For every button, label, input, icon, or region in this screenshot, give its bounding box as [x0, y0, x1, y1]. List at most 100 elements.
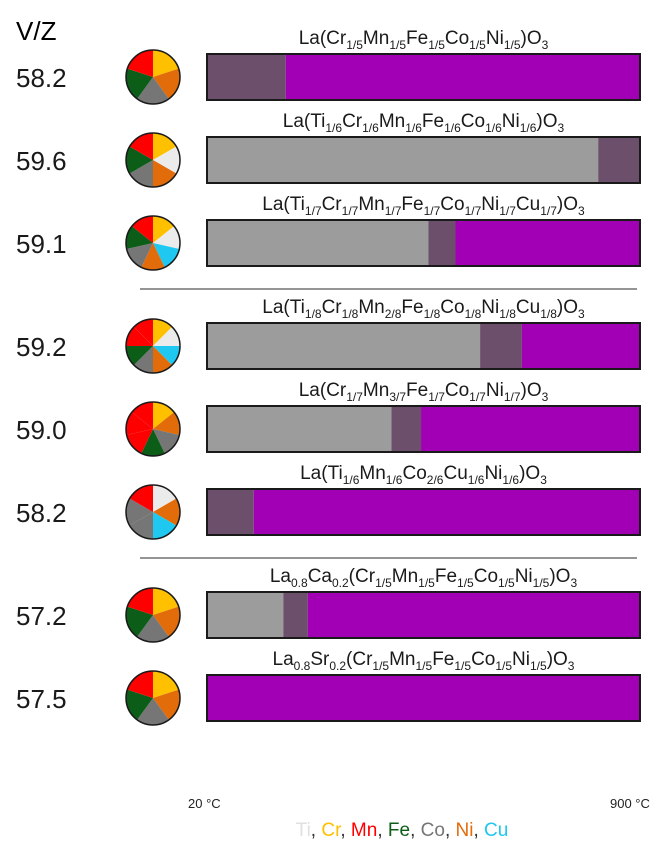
pie-slice-mn [126, 326, 153, 346]
pie-outline [125, 132, 181, 188]
legend-entry: Cu [484, 820, 508, 841]
legend-entry: , [311, 820, 322, 841]
chart-row: La0.8Sr0.2(Cr1/5Mn1/5Fe1/5Co1/5Ni1/5)O3 5… [16, 649, 641, 726]
composition-label: La(Ti1/7Cr1/7Mn1/7Fe1/7Co1/7Ni1/7Cu1/7)O… [262, 194, 585, 218]
phase-segment [307, 592, 640, 638]
bar-outline [206, 591, 641, 639]
vz-value: 59.2 [16, 332, 67, 362]
pie-slice-cr [153, 319, 173, 346]
pie-slice-cr [153, 671, 179, 698]
phase-segment [253, 489, 641, 535]
pie-outline [125, 318, 181, 374]
phase-segment [207, 675, 640, 721]
chart-row: La(Ti1/8Cr1/8Mn2/8Fe1/8Co1/8Ni1/8Cu1/8)O… [16, 297, 641, 374]
bar-outline [206, 136, 641, 184]
phase-segment [207, 137, 599, 183]
pie-slice-cr [153, 402, 175, 429]
phase-segment [428, 220, 456, 266]
pie-slice-ni [153, 689, 180, 720]
composition-pie [125, 215, 181, 271]
pie-slice-ni [153, 346, 173, 373]
vz-value: 58.2 [16, 63, 67, 93]
pie-slice-ni [153, 498, 180, 526]
pie-slice-co [137, 698, 169, 725]
vz-value: 58.2 [16, 498, 67, 528]
pie-slice-cr [153, 50, 179, 77]
phase-segment [207, 489, 254, 535]
composition-label: La(Ti1/6Mn1/6Co2/6Cu1/6Ni1/6)O3 [300, 463, 547, 487]
pie-slice-cr [153, 588, 179, 615]
composition-pie [125, 401, 181, 457]
legend-entry: Fe [388, 820, 410, 841]
pie-outline [125, 215, 181, 271]
pie-slice-co [137, 615, 169, 642]
legend-entry: Ni [456, 820, 474, 841]
phase-segment [207, 220, 429, 266]
chart-rows: La(Cr1/5Mn1/5Fe1/5Co1/5Ni1/5)O358.2La(Ti… [16, 28, 641, 726]
composition-pie [125, 49, 181, 105]
composition-label: La(Ti1/8Cr1/8Mn2/8Fe1/8Co1/8Ni1/8Cu1/8)O… [262, 297, 585, 321]
phase-segment [455, 220, 640, 266]
legend-entry: Mn [351, 820, 377, 841]
pie-slice-fe [141, 429, 165, 457]
pie-slice-co [126, 498, 153, 526]
pie-slice-ni [153, 606, 180, 637]
phase-segment [207, 406, 392, 452]
pie-slice-ti [153, 226, 180, 250]
chart-row: La(Ti1/6Mn1/6Co2/6Cu1/6Ni1/6)O3 58.2 [16, 463, 641, 540]
bar-outline [206, 219, 641, 267]
pie-slice-mn [127, 50, 153, 77]
pie-slice-mn [131, 216, 153, 243]
legend-entry: , [410, 820, 421, 841]
bar-outline [206, 53, 641, 101]
composition-pie [125, 318, 181, 374]
pie-slice-mn [131, 402, 153, 429]
composition-label: La(Cr1/5Mn1/5Fe1/5Co1/5Ni1/5)O3 [299, 28, 549, 52]
pie-slice-fe [126, 689, 153, 720]
pie-slice-fe [126, 146, 153, 174]
x-tick-max: 900 °C [610, 796, 650, 811]
composition-pie [125, 484, 181, 540]
pie-slice-fe [126, 346, 153, 366]
legend-entry: Co [421, 820, 445, 841]
pie-slice-mn [133, 319, 153, 346]
vz-value: 57.2 [16, 601, 67, 631]
phase-segment [598, 137, 640, 183]
pie-slice-fe [126, 226, 153, 250]
element-color-legend: Ti, Cr, Mn, Fe, Co, Ni, Cu [296, 820, 509, 841]
pie-slice-ni [141, 243, 165, 271]
pie-slice-cr [153, 216, 175, 243]
chart-row: La(Cr1/5Mn1/5Fe1/5Co1/5Ni1/5)O3 58.2 [16, 28, 641, 105]
vz-value: 59.0 [16, 415, 67, 445]
legend-entry: Cr [321, 820, 342, 841]
chart-row: La(Cr1/7Mn3/7Fe1/7Co1/7Ni1/7)O3 59.0 [16, 380, 641, 457]
composition-label: La0.8Sr0.2(Cr1/5Mn1/5Fe1/5Co1/5Ni1/5)O3 [273, 649, 575, 673]
pie-slice-fe [126, 606, 153, 637]
pie-slice-cu [153, 346, 180, 366]
composition-pie [125, 587, 181, 643]
pie-slice-mn [127, 588, 153, 615]
legend-entry: Ti [296, 820, 311, 841]
x-tick-min: 20 °C [188, 796, 221, 811]
pie-outline [125, 670, 181, 726]
pie-slice-ni [153, 68, 180, 99]
pie-slice-mn [126, 412, 153, 436]
pie-slice-ni [153, 412, 180, 436]
pie-outline [125, 401, 181, 457]
pie-outline [125, 587, 181, 643]
phase-segment [285, 54, 640, 100]
pie-slice-mn [127, 671, 153, 698]
phase-segment [207, 54, 286, 100]
legend-entry: , [340, 820, 351, 841]
pie-slice-fe [126, 68, 153, 99]
legend-entry: , [473, 820, 484, 841]
vz-header: V/Z [16, 16, 57, 46]
bar-outline [206, 405, 641, 453]
phase-segment [283, 592, 308, 638]
phase-segment [421, 406, 640, 452]
pie-slice-ti [153, 146, 180, 174]
vz-value: 59.1 [16, 229, 67, 259]
phase-segment [480, 323, 522, 369]
pie-outline [125, 484, 181, 540]
